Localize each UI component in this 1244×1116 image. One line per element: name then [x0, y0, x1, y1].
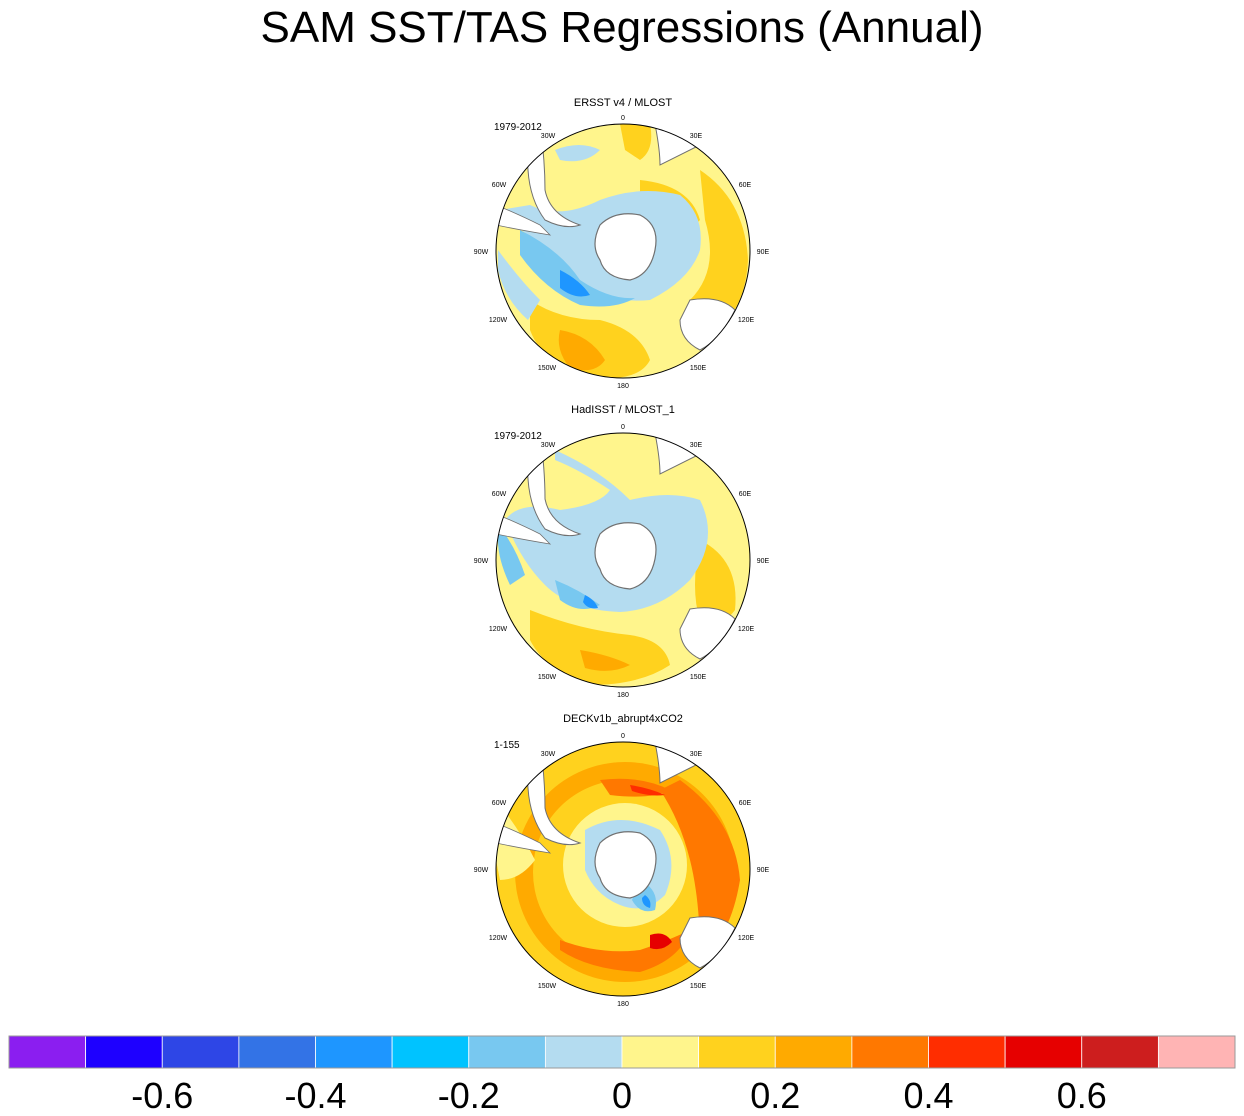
colorbar-box [315, 1035, 393, 1069]
colorbar-labels: -0.6 -0.4 -0.2 0 0.2 0.4 0.6 [131, 1075, 1107, 1116]
colorbar-box [544, 1035, 623, 1069]
panel-period: 1979-2012 [494, 122, 542, 133]
colorbar-tick-label: 0.6 [1057, 1075, 1107, 1116]
longitude-labels: 0 30E 60E 90E 120E 150E 180 150W 120W 90… [474, 424, 770, 699]
longitude-labels: 0 30E 60E 90E 120E 150E 180 150W 120W 90… [474, 733, 770, 1008]
panel-2: HadISST / MLOST_1 1979-2012 0 30E 60E 90… [474, 404, 770, 699]
svg-text:90W: 90W [474, 867, 489, 874]
colorbar-box [1157, 1035, 1236, 1069]
svg-text:60W: 60W [492, 182, 507, 189]
svg-text:60W: 60W [492, 491, 507, 498]
colorbar-box [621, 1035, 700, 1069]
colorbar-box [1004, 1035, 1083, 1069]
svg-text:120W: 120W [489, 626, 508, 633]
colorbar-box [161, 1035, 240, 1069]
panel-title: HadISST / MLOST_1 [571, 404, 675, 416]
svg-text:90E: 90E [757, 249, 770, 256]
colorbar-box [391, 1035, 470, 1069]
panel-period: 1-155 [494, 740, 520, 751]
svg-text:120E: 120E [738, 626, 755, 633]
colorbar-tick-label: 0 [612, 1075, 632, 1116]
svg-text:150W: 150W [538, 365, 557, 372]
colorbar-box [85, 1035, 163, 1069]
svg-text:150W: 150W [538, 674, 557, 681]
svg-text:180: 180 [617, 1001, 629, 1008]
colorbar-box [238, 1035, 316, 1069]
chart-title: SAM SST/TAS Regressions (Annual) [260, 3, 984, 52]
colorbar: -0.6 -0.4 -0.2 0 0.2 0.4 0.6 [8, 1035, 1236, 1116]
svg-text:120W: 120W [489, 317, 508, 324]
svg-text:30E: 30E [690, 133, 703, 140]
colorbar-frame [8, 1035, 1236, 1069]
colorbar-tick-label: -0.2 [438, 1075, 500, 1116]
svg-text:30W: 30W [541, 751, 556, 758]
panel-title: ERSST v4 / MLOST [574, 97, 672, 109]
colorbar-box [468, 1035, 546, 1069]
svg-text:30E: 30E [690, 751, 703, 758]
svg-text:60W: 60W [492, 800, 507, 807]
svg-text:90W: 90W [474, 249, 489, 256]
colorbar-box [1081, 1035, 1159, 1069]
colorbar-box [8, 1035, 87, 1069]
svg-text:0: 0 [621, 424, 625, 431]
svg-text:150E: 150E [690, 983, 707, 990]
svg-text:0: 0 [621, 115, 625, 122]
colorbar-tick-label: -0.6 [131, 1075, 193, 1116]
svg-text:60E: 60E [739, 800, 752, 807]
svg-text:30W: 30W [541, 442, 556, 449]
svg-text:150E: 150E [690, 365, 707, 372]
svg-text:90E: 90E [757, 558, 770, 565]
svg-text:150W: 150W [538, 983, 557, 990]
longitude-labels: 0 30E 60E 90E 120E 150E 180 150W 120W 90… [474, 115, 770, 390]
svg-text:120W: 120W [489, 935, 508, 942]
colorbar-tick-label: 0.4 [903, 1075, 953, 1116]
contour-field [496, 742, 750, 996]
svg-text:60E: 60E [739, 182, 752, 189]
colorbar-box [928, 1035, 1006, 1069]
panel-period: 1979-2012 [494, 431, 542, 442]
svg-text:150E: 150E [690, 674, 707, 681]
svg-text:90E: 90E [757, 867, 770, 874]
contour-field [496, 433, 750, 687]
svg-text:180: 180 [617, 383, 629, 390]
svg-text:30E: 30E [690, 442, 703, 449]
panel-3: DECKv1b_abrupt4xCO2 1-155 [474, 713, 770, 1008]
panel-title: DECKv1b_abrupt4xCO2 [563, 713, 683, 725]
colorbar-box [774, 1035, 853, 1069]
colorbar-box [698, 1035, 776, 1069]
polar-maps: ERSST v4 / MLOST 1979-2012 [474, 97, 770, 1008]
colorbar-box [851, 1035, 929, 1069]
svg-text:180: 180 [617, 692, 629, 699]
svg-text:0: 0 [621, 733, 625, 740]
svg-text:30W: 30W [541, 133, 556, 140]
svg-text:60E: 60E [739, 491, 752, 498]
contour-field [496, 124, 750, 378]
colorbar-tick-label: 0.2 [750, 1075, 800, 1116]
svg-text:120E: 120E [738, 935, 755, 942]
panel-1: ERSST v4 / MLOST 1979-2012 [474, 97, 770, 390]
colorbar-tick-label: -0.4 [284, 1075, 346, 1116]
svg-text:90W: 90W [474, 558, 489, 565]
colorbar-boxes [8, 1035, 1236, 1069]
svg-text:120E: 120E [738, 317, 755, 324]
